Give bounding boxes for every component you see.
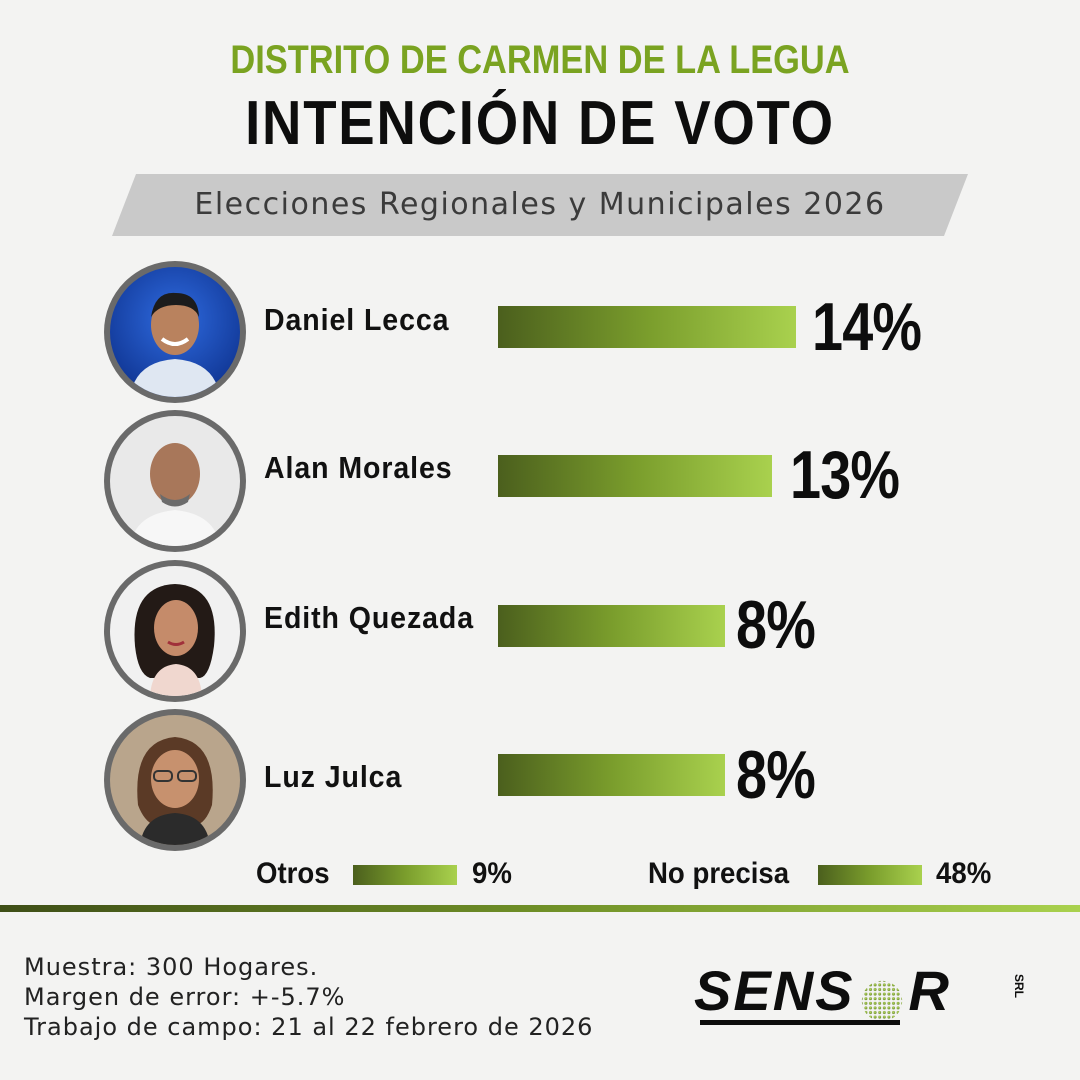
others-label: Otros [256, 857, 330, 890]
fieldwork-note: Trabajo de campo: 21 al 22 febrero de 20… [24, 1013, 594, 1041]
candidate-name: Edith Quezada [264, 600, 475, 635]
district-heading: DISTRITO DE CARMEN DE LA LEGUA [230, 38, 850, 82]
portrait-man-icon [110, 267, 240, 397]
bar-alan-morales [498, 455, 772, 497]
subtitle-band [112, 174, 968, 236]
candidate-photo [104, 261, 246, 403]
bar-no-precisa [818, 865, 922, 885]
candidate-photo [104, 410, 246, 552]
logo-underline [700, 1020, 900, 1025]
page-title: INTENCIÓN DE VOTO [245, 89, 835, 158]
undecided-label: No precisa [648, 857, 790, 890]
undecided-pct: 48% [936, 857, 992, 890]
candidate-name: Alan Morales [264, 450, 453, 485]
bar-luz-julca [498, 754, 725, 796]
bar-otros [353, 865, 457, 885]
candidate-photo [104, 560, 246, 702]
sample-note: Muestra: 300 Hogares. [24, 953, 319, 981]
bar-edith-quezada [498, 605, 725, 647]
portrait-woman-icon [110, 715, 240, 845]
globe-icon [861, 980, 902, 1022]
candidate-photo [104, 709, 246, 851]
divider [0, 905, 1080, 912]
logo-suffix: SRL [1012, 974, 1026, 998]
pct-label: 13% [790, 437, 900, 513]
sensor-logo: SENS R SRL [694, 958, 1034, 1028]
bar-daniel-lecca [498, 306, 796, 348]
subtitle: Elecciones Regionales y Municipales 2026 [194, 187, 886, 222]
others-pct: 9% [472, 857, 512, 890]
logo-text: SENS R [694, 958, 951, 1023]
candidate-name: Luz Julca [264, 759, 403, 794]
portrait-man-icon [110, 416, 240, 546]
margin-note: Margen de error: +-5.7% [24, 983, 346, 1011]
candidate-name: Daniel Lecca [264, 302, 450, 337]
pct-label: 14% [812, 289, 922, 365]
portrait-woman-icon [110, 566, 240, 696]
pct-label: 8% [736, 587, 816, 663]
pct-label: 8% [736, 737, 816, 813]
